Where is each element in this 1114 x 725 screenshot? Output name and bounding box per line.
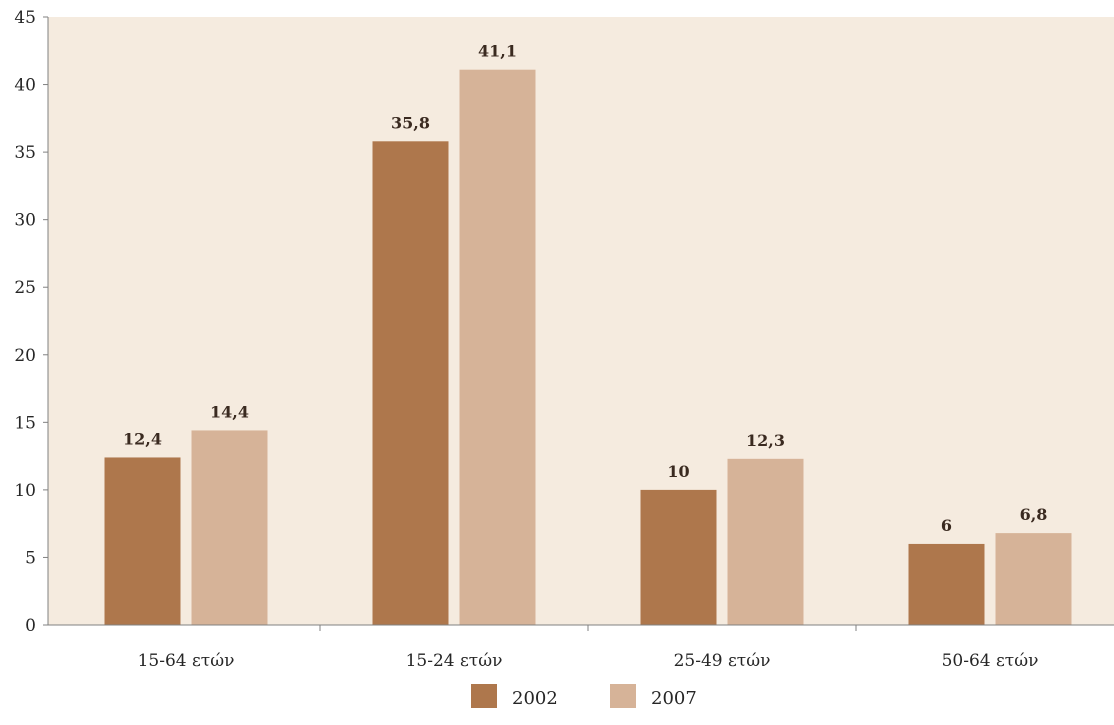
y-tick-label-25: 25 [14,278,36,298]
data-label-2002-2: 35,8 [391,113,430,132]
data-label-2007-4: 6,8 [1020,505,1048,524]
y-tick-label-15: 15 [14,413,36,433]
data-label-2002-1: 12,4 [123,429,162,448]
x-tick-label-3: 25-49 ετών [674,651,771,671]
legend-swatch-2007 [610,684,636,708]
bar-2002-3 [640,489,717,625]
bar-2002-2 [372,141,449,625]
bar-2002-4 [908,543,985,625]
data-label-2002-3: 10 [667,462,689,481]
bar-2007-4 [995,533,1072,625]
y-tick-label-45: 45 [14,8,36,28]
x-tick-label-2: 15-24 ετών [406,651,503,671]
y-tick-label-35: 35 [14,143,36,163]
data-label-2002-4: 6 [941,516,952,535]
x-tick-label-1: 15-64 ετών [138,651,235,671]
y-tick-label-30: 30 [14,211,36,231]
bar-2007-3 [727,458,804,625]
x-tick-label-4: 50-64 ετών [942,651,1039,671]
data-label-2007-3: 12,3 [746,431,785,450]
legend-label-2002: 2002 [512,688,558,709]
data-label-2007-2: 41,1 [478,42,517,61]
bar-2007-2 [459,69,536,625]
bar-2002-1 [104,457,181,625]
y-tick-label-20: 20 [14,346,36,366]
y-tick-label-40: 40 [14,76,36,96]
data-label-2007-1: 14,4 [210,402,249,421]
bar-2007-1 [191,430,268,625]
legend-label-2007: 2007 [651,688,697,709]
legend-swatch-2002 [471,684,497,708]
y-tick-label-5: 5 [25,548,36,568]
y-tick-label-10: 10 [14,481,36,501]
y-tick-label-0: 0 [25,616,36,636]
